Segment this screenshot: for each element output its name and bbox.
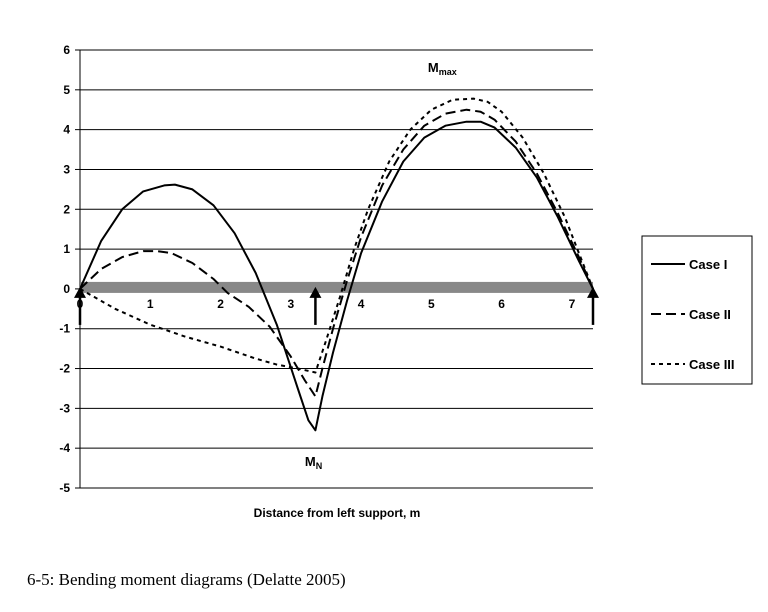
x-tick-label: 5 (428, 297, 435, 311)
y-tick-label: 5 (63, 83, 70, 97)
y-tick-label: 1 (63, 242, 70, 256)
series-line-1 (79, 120, 594, 432)
y-tick-label: 4 (63, 123, 70, 137)
support-arrow-head (587, 286, 599, 298)
bending-moment-chart: -5 -4 -3 -2 -1 0 1 2 3 4 5 6 0 1 2 3 4 5 6 7 Mmax MN Distan… (59, 43, 753, 520)
series-line-2 (79, 108, 594, 398)
y-tick-label: 0 (63, 282, 70, 296)
y-tick-label: -4 (59, 441, 70, 455)
legend-box (641, 235, 753, 385)
x-tick-label: 1 (147, 297, 154, 311)
annotation-label: Mmax (428, 60, 457, 77)
y-tick-labels: -5 -4 -3 -2 -1 0 1 2 3 4 5 6 (59, 43, 70, 495)
series-line-3 (79, 97, 594, 374)
legend-label-1: Case I (689, 257, 727, 272)
support-arrow-head (74, 286, 86, 298)
x-tick-label: 2 (217, 297, 224, 311)
y-tick-label: -2 (59, 362, 70, 376)
gridlines (75, 49, 593, 489)
y-tick-label: -1 (59, 322, 70, 336)
support-arrows (74, 286, 599, 325)
annotation-label: MN (305, 454, 322, 471)
legend: Case I Case II Case III (641, 235, 753, 385)
annotations: Mmax MN (305, 60, 457, 471)
figure-caption: 6-5: Bending moment diagrams (Delatte 20… (27, 570, 346, 589)
x-tick-label: 6 (498, 297, 505, 311)
legend-label-2: Case II (689, 307, 731, 322)
x-tick-label: 4 (358, 297, 365, 311)
x-tick-label: 3 (287, 297, 294, 311)
y-tick-label: -3 (59, 401, 70, 415)
beam-band (80, 281, 593, 293)
y-tick-label: 6 (63, 43, 70, 57)
legend-label-3: Case III (689, 357, 735, 372)
y-tick-label: -5 (59, 481, 70, 495)
x-tick-labels: 01234567 (77, 297, 576, 311)
x-tick-label: 7 (569, 297, 576, 311)
y-tick-label: 3 (63, 162, 70, 176)
x-axis-label: Distance from left support, m (254, 506, 421, 520)
y-tick-label: 2 (63, 202, 70, 216)
support-arrow-head (309, 286, 322, 298)
beam-rect (80, 281, 593, 293)
series-lines (79, 97, 594, 432)
